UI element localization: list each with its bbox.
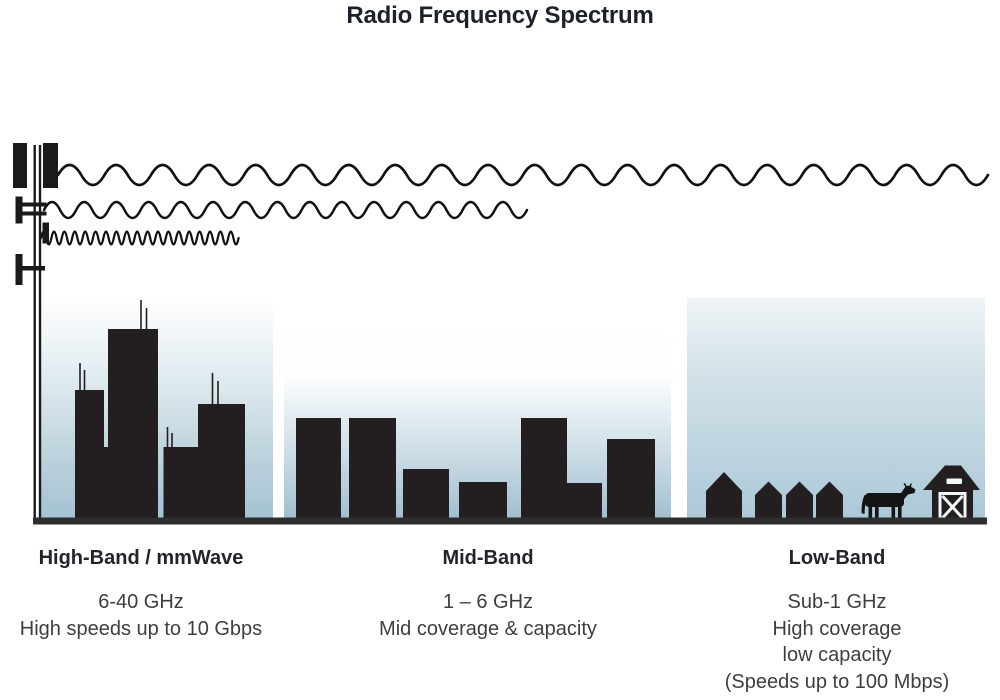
band-label-mid: Mid-Band 1 – 6 GHz Mid coverage & capaci… bbox=[358, 547, 618, 642]
band-label-high: High-Band / mmWave 6-40 GHz High speeds … bbox=[11, 547, 271, 642]
band-range: Sub-1 GHz bbox=[787, 591, 887, 613]
city-skyscrapers-icon bbox=[75, 300, 245, 519]
short-wavelength-wave-icon bbox=[39, 230, 240, 246]
band-detail: (Speeds up to 100 Mbps) bbox=[724, 670, 950, 693]
cow-icon bbox=[861, 483, 916, 519]
medium-wavelength-wave-icon bbox=[42, 200, 529, 220]
band-range: 6-40 GHz bbox=[98, 591, 184, 613]
mid-rise-buildings-icon bbox=[296, 418, 655, 519]
band-name: Low-Band bbox=[788, 547, 886, 569]
band-detail: Mid coverage & capacity bbox=[379, 617, 597, 640]
cell-tower-icon bbox=[13, 143, 58, 521]
band-label-low: Low-Band Sub-1 GHz High coverage low cap… bbox=[707, 547, 967, 695]
band-detail: low capacity bbox=[782, 644, 892, 667]
ground-line bbox=[33, 517, 987, 525]
rooftop-antennas bbox=[79, 300, 219, 448]
barn-icon bbox=[923, 465, 980, 520]
hayloft-slot bbox=[946, 478, 962, 484]
houses-icon bbox=[706, 472, 843, 519]
band-name: High-Band / mmWave bbox=[38, 547, 244, 569]
band-detail: High speeds up to 10 Gbps bbox=[19, 617, 263, 640]
band-detail: High coverage bbox=[772, 617, 902, 640]
band-name: Mid-Band bbox=[442, 547, 534, 569]
long-wavelength-wave-icon bbox=[56, 163, 990, 187]
farm-houses-cow-barn-icon bbox=[706, 465, 980, 520]
page-title: Radio Frequency Spectrum bbox=[346, 2, 654, 29]
band-range: 1 – 6 GHz bbox=[442, 591, 534, 613]
